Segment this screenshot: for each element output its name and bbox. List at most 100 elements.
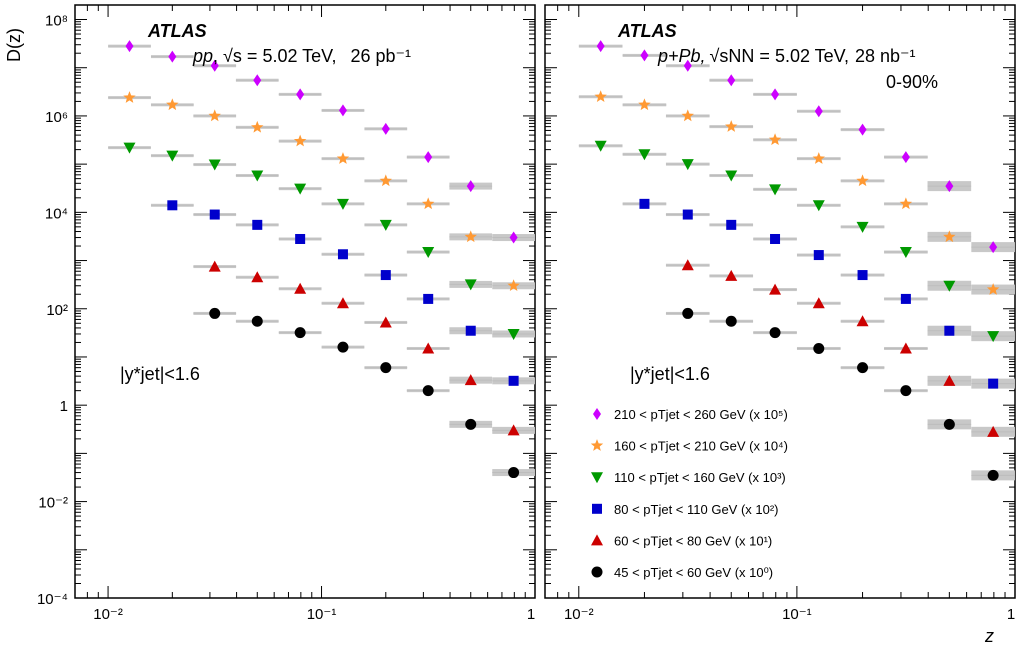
data-point bbox=[380, 270, 391, 281]
y-tick-label: 10⁻² bbox=[38, 495, 68, 512]
data-point bbox=[726, 219, 737, 230]
data-point bbox=[208, 260, 221, 272]
data-point bbox=[123, 142, 136, 154]
data-point bbox=[725, 120, 738, 132]
data-point bbox=[125, 40, 134, 53]
data-point bbox=[208, 109, 221, 122]
data-point bbox=[293, 134, 307, 147]
data-point bbox=[856, 221, 869, 233]
legend-label: 45 < pTjet < 60 GeV (x 10⁰) bbox=[614, 565, 773, 580]
data-point bbox=[336, 297, 349, 309]
left-rapidity-cut: |y*jet|<1.6 bbox=[120, 364, 200, 384]
data-point bbox=[423, 293, 434, 304]
data-point bbox=[123, 91, 136, 103]
data-point bbox=[379, 219, 392, 231]
data-point bbox=[638, 149, 651, 161]
data-point bbox=[251, 120, 264, 133]
right-panel-ppb: 10⁻² 10⁻¹ 1 ATLAS p+Pb, √sNN = 5.02 TeV, 28 … bbox=[544, 4, 1016, 623]
right-panel-frame bbox=[544, 4, 1016, 599]
data-point bbox=[899, 197, 913, 210]
data-point bbox=[812, 200, 825, 212]
legend-marker bbox=[591, 472, 603, 484]
data-point bbox=[337, 249, 348, 260]
data-point bbox=[899, 247, 912, 259]
y-tick-label: 10⁻⁴ bbox=[37, 591, 68, 608]
data-point bbox=[253, 74, 262, 87]
data-point bbox=[944, 325, 955, 336]
data-point bbox=[899, 342, 912, 354]
data-point bbox=[943, 418, 955, 430]
y-tick-label: 10² bbox=[46, 302, 68, 319]
data-point bbox=[725, 269, 738, 281]
data-point bbox=[422, 197, 435, 210]
x-tick-label: 10⁻² bbox=[564, 606, 594, 623]
data-point bbox=[509, 231, 518, 244]
data-point bbox=[166, 150, 179, 162]
data-point bbox=[943, 374, 956, 386]
data-point bbox=[166, 98, 179, 111]
right-centrality: 0-90% bbox=[886, 72, 938, 92]
data-point bbox=[294, 183, 307, 195]
data-point bbox=[594, 140, 607, 152]
x-tick-label: 10⁻¹ bbox=[307, 606, 337, 623]
data-point bbox=[988, 378, 999, 389]
legend-marker bbox=[591, 534, 603, 546]
x-tick-label: 10⁻¹ bbox=[782, 606, 812, 623]
data-point bbox=[466, 180, 475, 193]
data-point bbox=[945, 180, 954, 193]
data-point bbox=[900, 293, 911, 304]
right-panel-data: 10⁻² 10⁻¹ 1 bbox=[544, 4, 1016, 623]
data-point bbox=[508, 375, 519, 386]
data-point bbox=[725, 170, 738, 182]
data-point bbox=[856, 315, 869, 327]
data-point bbox=[812, 297, 825, 309]
x-tick-label: 1 bbox=[1007, 606, 1015, 623]
data-point bbox=[508, 467, 520, 479]
data-point bbox=[336, 152, 350, 164]
data-point bbox=[682, 307, 694, 319]
right-rapidity-cut: |y*jet|<1.6 bbox=[630, 364, 710, 384]
legend-label: 110 < pTjet < 160 GeV (x 10³) bbox=[614, 470, 786, 485]
y-tick-label: 10⁸ bbox=[45, 13, 68, 30]
data-point bbox=[251, 271, 264, 283]
data-point bbox=[296, 88, 305, 101]
data-point bbox=[683, 59, 692, 72]
data-point bbox=[379, 174, 392, 187]
data-point bbox=[681, 109, 694, 122]
data-point bbox=[464, 374, 477, 386]
left-panel-data: 10⁻² 10⁻¹ 1 10⁻⁴ 10⁻² 1 10² 10⁴ 10⁶ 10⁸ bbox=[37, 4, 536, 623]
y-tick-label: 1 bbox=[60, 398, 68, 415]
legend-marker bbox=[593, 408, 601, 420]
x-axis-title: z bbox=[984, 626, 994, 646]
data-point bbox=[294, 282, 307, 294]
data-point bbox=[769, 184, 782, 196]
data-point bbox=[422, 342, 435, 354]
data-point bbox=[681, 159, 694, 171]
data-point bbox=[901, 151, 910, 164]
legend-label: 160 < pTjet < 210 GeV (x 10⁴) bbox=[614, 439, 788, 454]
data-point bbox=[771, 88, 780, 101]
data-point bbox=[769, 327, 781, 339]
data-point bbox=[856, 174, 869, 187]
y-axis-title-text: D(z) bbox=[4, 28, 24, 62]
right-system-info: p+Pb, √sNN = 5.02 TeV, 28 nb⁻¹ bbox=[657, 46, 916, 66]
data-point bbox=[943, 230, 956, 243]
left-atlas-label: ATLAS bbox=[147, 21, 207, 41]
data-point bbox=[464, 230, 477, 243]
data-point bbox=[989, 241, 998, 254]
data-point bbox=[167, 200, 178, 211]
x-tick-label: 10⁻² bbox=[93, 606, 123, 623]
legend-marker bbox=[590, 439, 604, 451]
data-point bbox=[422, 385, 434, 397]
data-point bbox=[465, 325, 476, 336]
y-axis-title: D(z) bbox=[4, 28, 24, 62]
data-point bbox=[208, 159, 221, 171]
left-panel-pp: 10⁻² 10⁻¹ 1 10⁻⁴ 10⁻² 1 10² 10⁴ 10⁶ 10⁸ ATLAS pp,… bbox=[37, 4, 536, 623]
right-atlas-label: ATLAS bbox=[617, 21, 677, 41]
data-point bbox=[424, 151, 433, 164]
data-point bbox=[294, 327, 306, 339]
data-point bbox=[596, 40, 605, 53]
left-system-info: pp, √s = 5.02 TeV, 26 pb⁻¹ bbox=[192, 46, 411, 66]
data-point bbox=[381, 122, 390, 135]
